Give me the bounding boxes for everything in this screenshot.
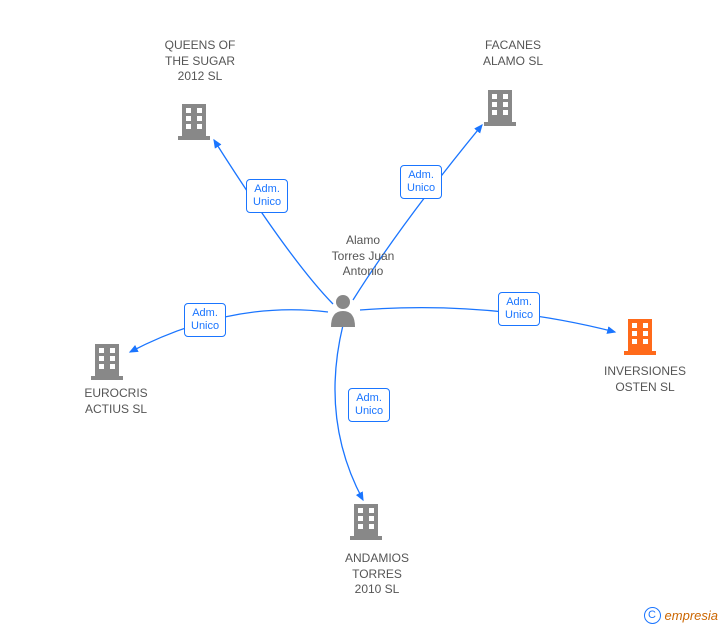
edge-to-eurocris (130, 310, 328, 352)
building-icon-inversiones[interactable] (622, 315, 658, 360)
building-icon-andamios[interactable] (348, 500, 384, 545)
center-node-label: Alamo Torres Juan Antonio (323, 233, 403, 280)
node-label-andamios: ANDAMIOS TORRES 2010 SL (332, 551, 422, 598)
edge-label-facanes: Adm. Unico (400, 165, 442, 199)
edge-label-eurocris: Adm. Unico (184, 303, 226, 337)
edge-label-queens: Adm. Unico (246, 179, 288, 213)
person-icon[interactable] (328, 293, 358, 332)
node-label-eurocris: EUROCRIS ACTIUS SL (71, 386, 161, 417)
copyright-icon: C (644, 607, 661, 624)
node-label-inversiones: INVERSIONES OSTEN SL (600, 364, 690, 395)
building-icon-facanes[interactable] (482, 86, 518, 131)
node-label-queens: QUEENS OF THE SUGAR 2012 SL (155, 38, 245, 85)
building-icon-queens[interactable] (176, 100, 212, 145)
brand-name: empresia (665, 608, 718, 623)
edge-label-andamios: Adm. Unico (348, 388, 390, 422)
edge-to-queens (214, 140, 333, 304)
node-label-facanes: FACANES ALAMO SL (468, 38, 558, 69)
edge-label-inversiones: Adm. Unico (498, 292, 540, 326)
building-icon-eurocris[interactable] (89, 340, 125, 385)
edge-to-inversiones (360, 308, 615, 332)
copyright: Cempresia (644, 607, 718, 624)
